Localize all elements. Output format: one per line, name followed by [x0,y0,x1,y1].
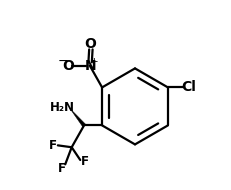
Text: O: O [84,37,96,51]
Text: O: O [62,59,73,73]
Text: −: − [57,55,68,68]
Text: +: + [89,57,98,67]
Text: N: N [84,59,96,73]
Text: Cl: Cl [180,80,195,94]
Text: F: F [58,162,66,175]
Text: F: F [80,155,88,168]
Text: F: F [49,139,57,152]
Text: H₂N: H₂N [50,101,75,114]
Polygon shape [70,108,85,127]
